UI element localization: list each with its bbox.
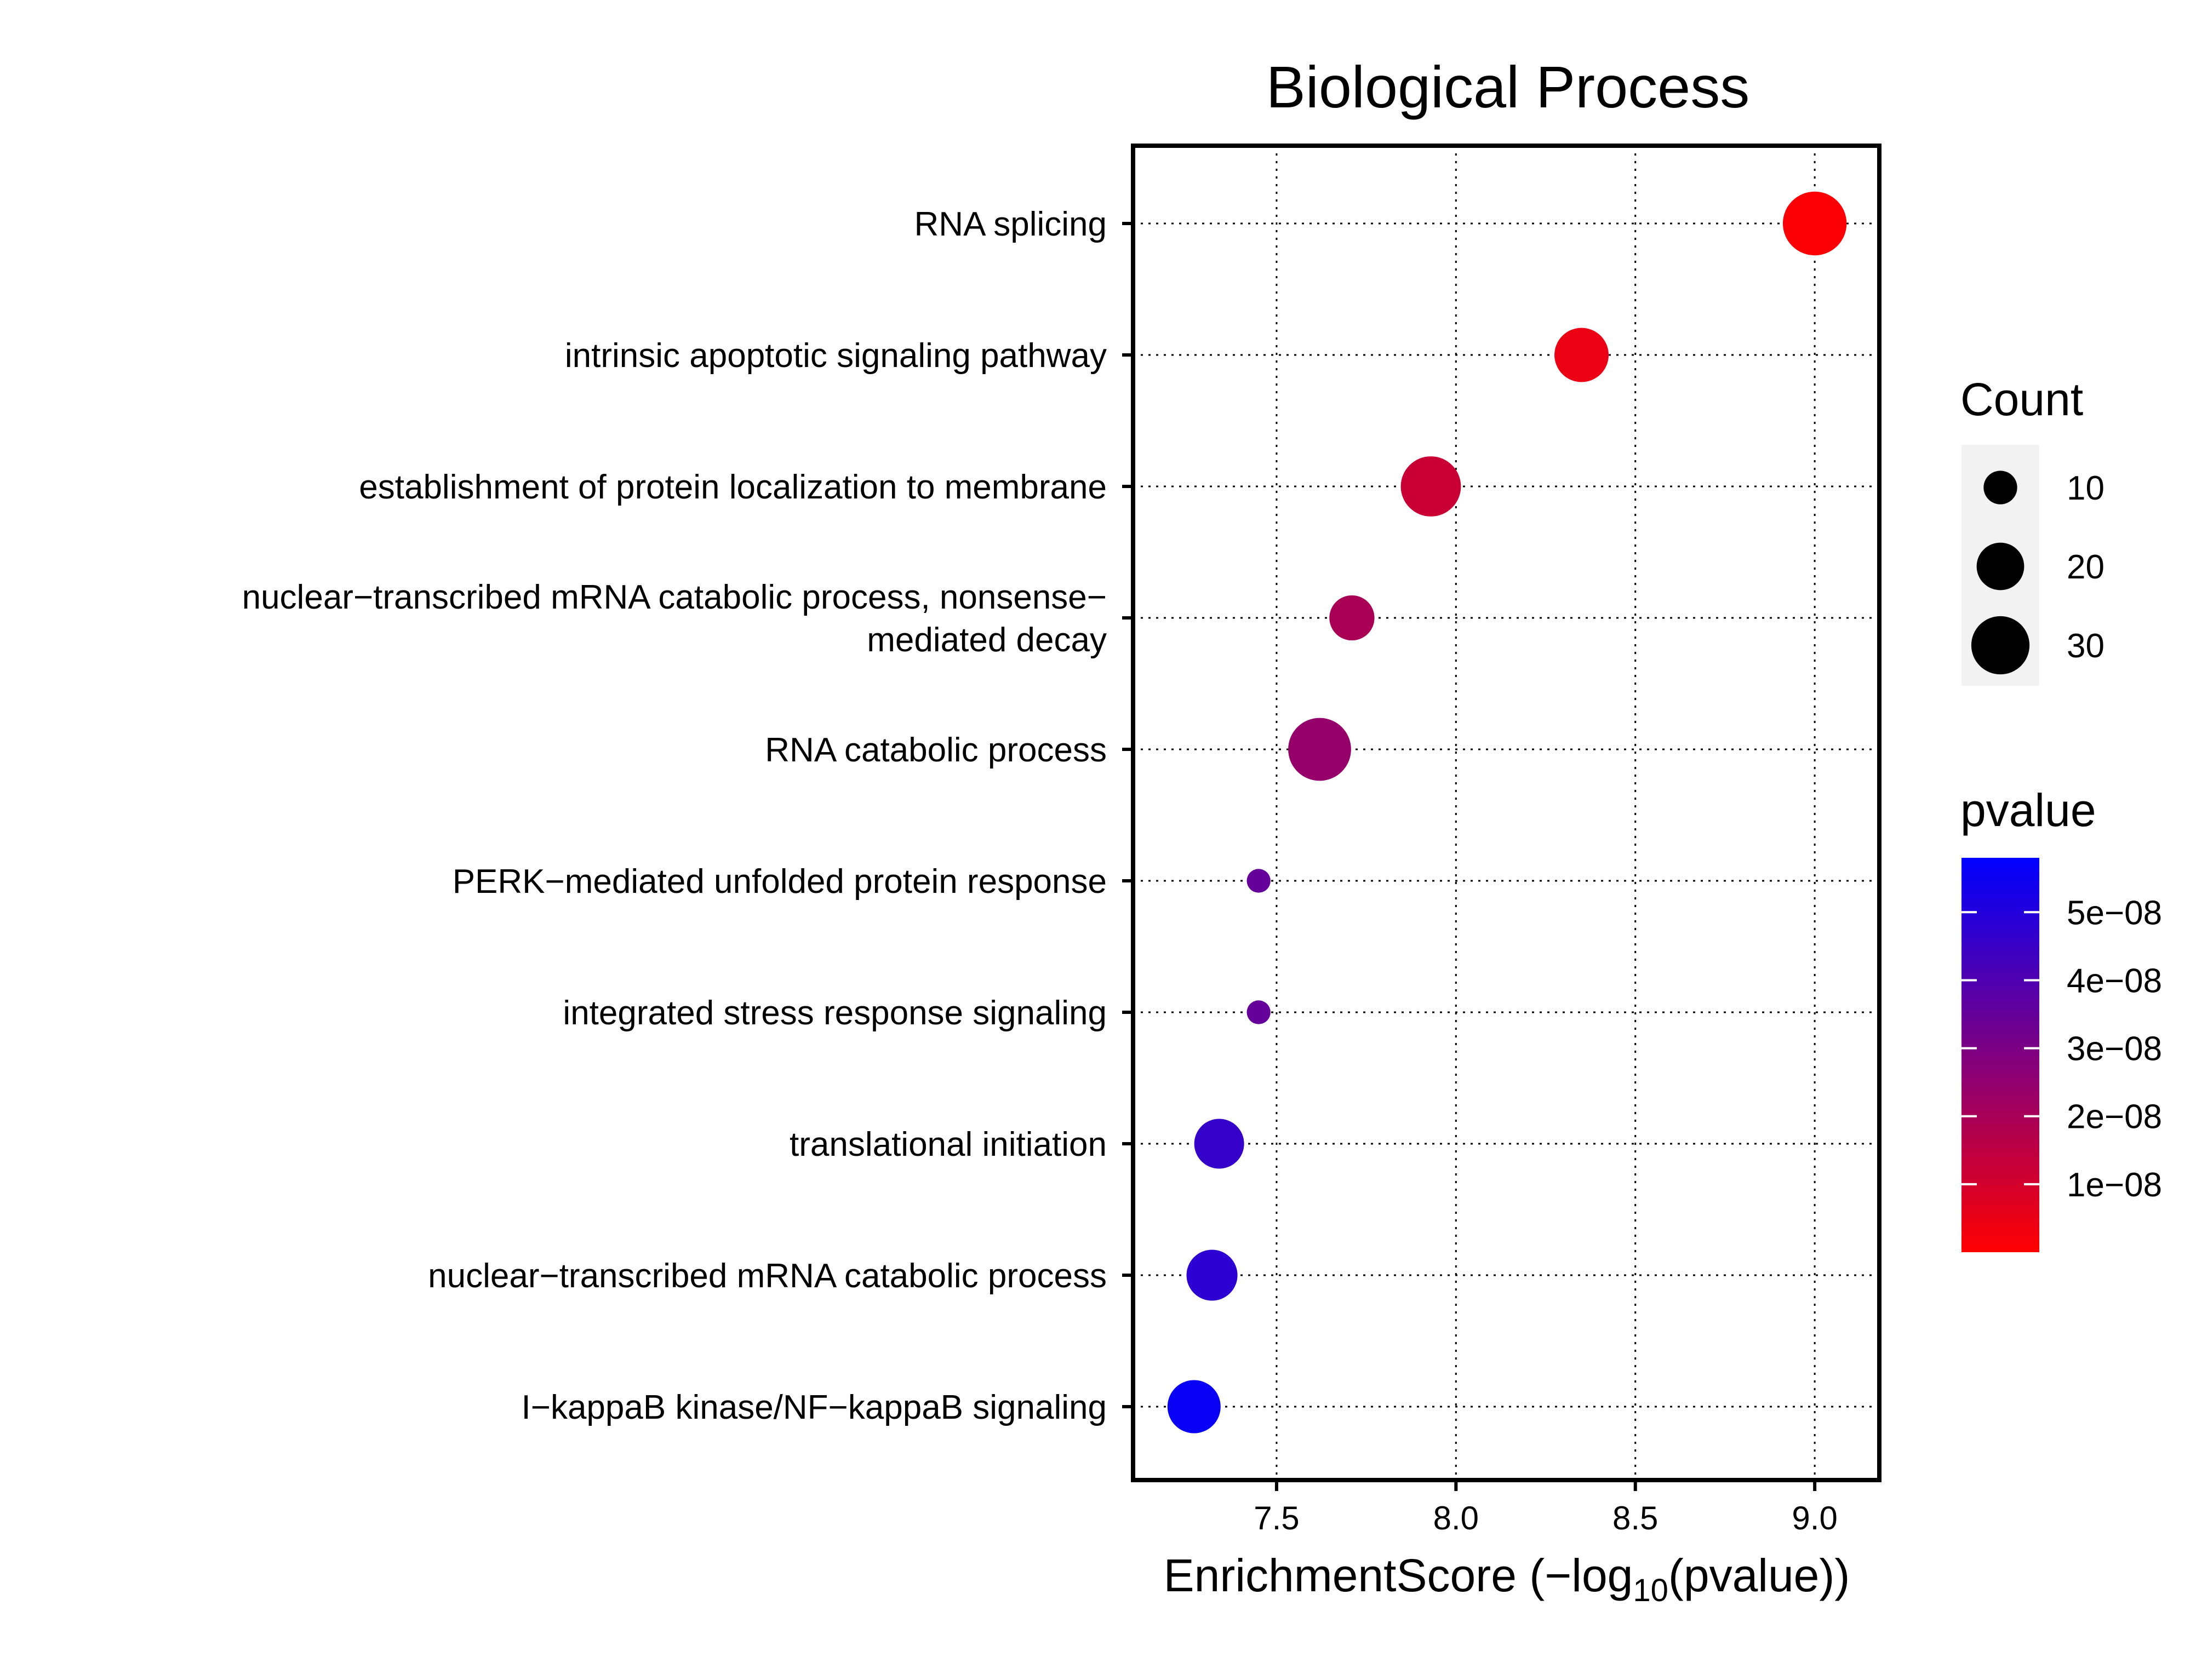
data-point [1288, 718, 1351, 781]
count-legend-key [1983, 471, 2017, 504]
colorbar-tick-label: 4e−08 [2067, 962, 2162, 1000]
pvalue-legend: pvalue 1e−08 2e−08 3e−08 4e−08 5e−08 [1960, 784, 2162, 1252]
colorbar-tick-label: 3e−08 [2067, 1030, 2162, 1068]
chart-title: Biological Process [1266, 54, 1749, 120]
data-point [1329, 595, 1375, 641]
data-point [1400, 456, 1461, 517]
category-label: mediated decay [867, 621, 1107, 659]
data-point [1554, 328, 1609, 382]
data-point [1782, 191, 1847, 256]
category-label: PERK−mediated unfolded protein response [453, 863, 1107, 901]
x-axis-title-end: (pvalue)) [1668, 1550, 1850, 1601]
colorbar-tick-label: 2e−08 [2067, 1098, 2162, 1136]
pvalue-legend-title: pvalue [1960, 784, 2096, 836]
plot-frame [1131, 144, 1882, 1482]
category-label: I−kappaB kinase/NF−kappaB signaling [522, 1389, 1107, 1426]
category-label: nuclear−transcribed mRNA catabolic proce… [428, 1257, 1107, 1295]
x-tick-label: 8.0 [1433, 1500, 1479, 1536]
count-legend-label: 10 [2067, 469, 2104, 507]
x-tick-label: 9.0 [1792, 1500, 1837, 1536]
data-points [1167, 191, 1847, 1434]
data-point [1246, 869, 1271, 893]
count-legend: Count 10 20 30 [1960, 374, 2104, 686]
category-label: translational initiation [790, 1126, 1107, 1163]
count-legend-title: Count [1960, 374, 2083, 425]
category-label: RNA catabolic process [765, 731, 1107, 769]
category-label: establishment of protein localization to… [359, 468, 1107, 506]
category-label: intrinsic apoptotic signaling pathway [565, 337, 1107, 375]
count-legend-label: 20 [2067, 548, 2104, 586]
category-label: integrated stress response signaling [563, 994, 1107, 1032]
x-axis-title: EnrichmentScore (−log10(pvalue)) [1164, 1550, 1850, 1608]
count-legend-key [1971, 616, 2030, 675]
category-label: nuclear−transcribed mRNA catabolic proce… [242, 578, 1107, 616]
x-tick-label: 7.5 [1254, 1500, 1299, 1536]
x-tick-label: 8.5 [1612, 1500, 1658, 1536]
grid-lines [1133, 146, 1879, 1480]
data-point [1186, 1249, 1238, 1301]
count-legend-key [1976, 542, 2025, 590]
data-point [1246, 1000, 1271, 1024]
x-axis-title-main: EnrichmentScore (−log [1164, 1550, 1633, 1601]
colorbar-tick-label: 1e−08 [2067, 1166, 2162, 1204]
colorbar-tick-label: 5e−08 [2067, 894, 2162, 932]
category-label: RNA splicing [914, 205, 1107, 243]
data-point [1167, 1380, 1221, 1434]
count-legend-label: 30 [2067, 627, 2104, 665]
pvalue-colorbar [1961, 858, 2039, 1252]
x-axis-title-subscript: 10 [1633, 1573, 1668, 1608]
data-point [1194, 1119, 1244, 1169]
x-axis: 7.5 8.0 8.5 9.0 [1254, 1480, 1838, 1536]
y-axis: RNA splicing intrinsic apoptotic signalin… [242, 205, 1133, 1426]
